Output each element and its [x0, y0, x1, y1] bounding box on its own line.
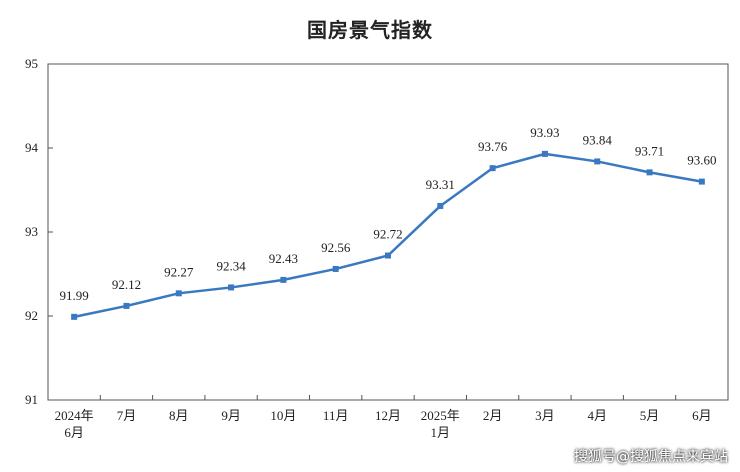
x-tick-label: 3月 [535, 408, 555, 423]
data-point [646, 169, 653, 176]
data-point [385, 252, 391, 259]
data-point [698, 178, 705, 185]
x-tick-label: 2024年 6月 [55, 408, 94, 440]
y-tick-label: 94 [25, 140, 39, 155]
x-tick-label: 12月 [375, 408, 401, 423]
data-point [541, 150, 548, 157]
data-label: 93.93 [530, 125, 559, 140]
chart-title: 国房景气指数 [307, 18, 433, 42]
x-tick-label: 10月 [270, 408, 296, 423]
data-label: 91.99 [60, 288, 89, 303]
y-tick-label: 93 [25, 224, 38, 239]
x-tick-label: 11月 [323, 408, 349, 423]
watermark: 搜狐号@搜狐焦点来宾站 [574, 449, 728, 465]
y-tick-label: 92 [25, 308, 38, 323]
data-point [71, 313, 78, 320]
x-tick-label: 4月 [587, 408, 607, 423]
data-label: 93.84 [583, 132, 613, 147]
data-label: 92.72 [373, 227, 402, 242]
data-point [489, 165, 496, 172]
data-point [594, 158, 601, 165]
x-tick-label: 2月 [483, 408, 503, 423]
x-tick-label: 7月 [117, 408, 137, 423]
data-label: 93.60 [687, 153, 716, 168]
x-tick-label: 2025年 1月 [421, 408, 460, 440]
data-point [332, 265, 339, 272]
x-tick-label: 8月 [169, 408, 189, 423]
x-tick-label: 9月 [221, 408, 241, 423]
data-label: 93.71 [635, 143, 664, 158]
data-point [280, 276, 287, 283]
data-point [175, 290, 182, 297]
x-tick-label: 5月 [640, 408, 660, 423]
data-label: 93.31 [426, 177, 455, 192]
data-label: 92.43 [269, 251, 298, 266]
data-label: 93.76 [478, 139, 508, 154]
data-point [123, 302, 130, 309]
data-label: 92.34 [216, 258, 246, 273]
data-point [228, 284, 235, 291]
data-point [437, 202, 444, 209]
x-tick-label: 6月 [692, 408, 712, 423]
y-tick-label: 95 [25, 56, 38, 71]
data-label: 92.56 [321, 240, 351, 255]
data-label: 92.12 [112, 277, 141, 292]
data-label: 92.27 [164, 264, 194, 279]
y-tick-label: 91 [25, 392, 38, 407]
